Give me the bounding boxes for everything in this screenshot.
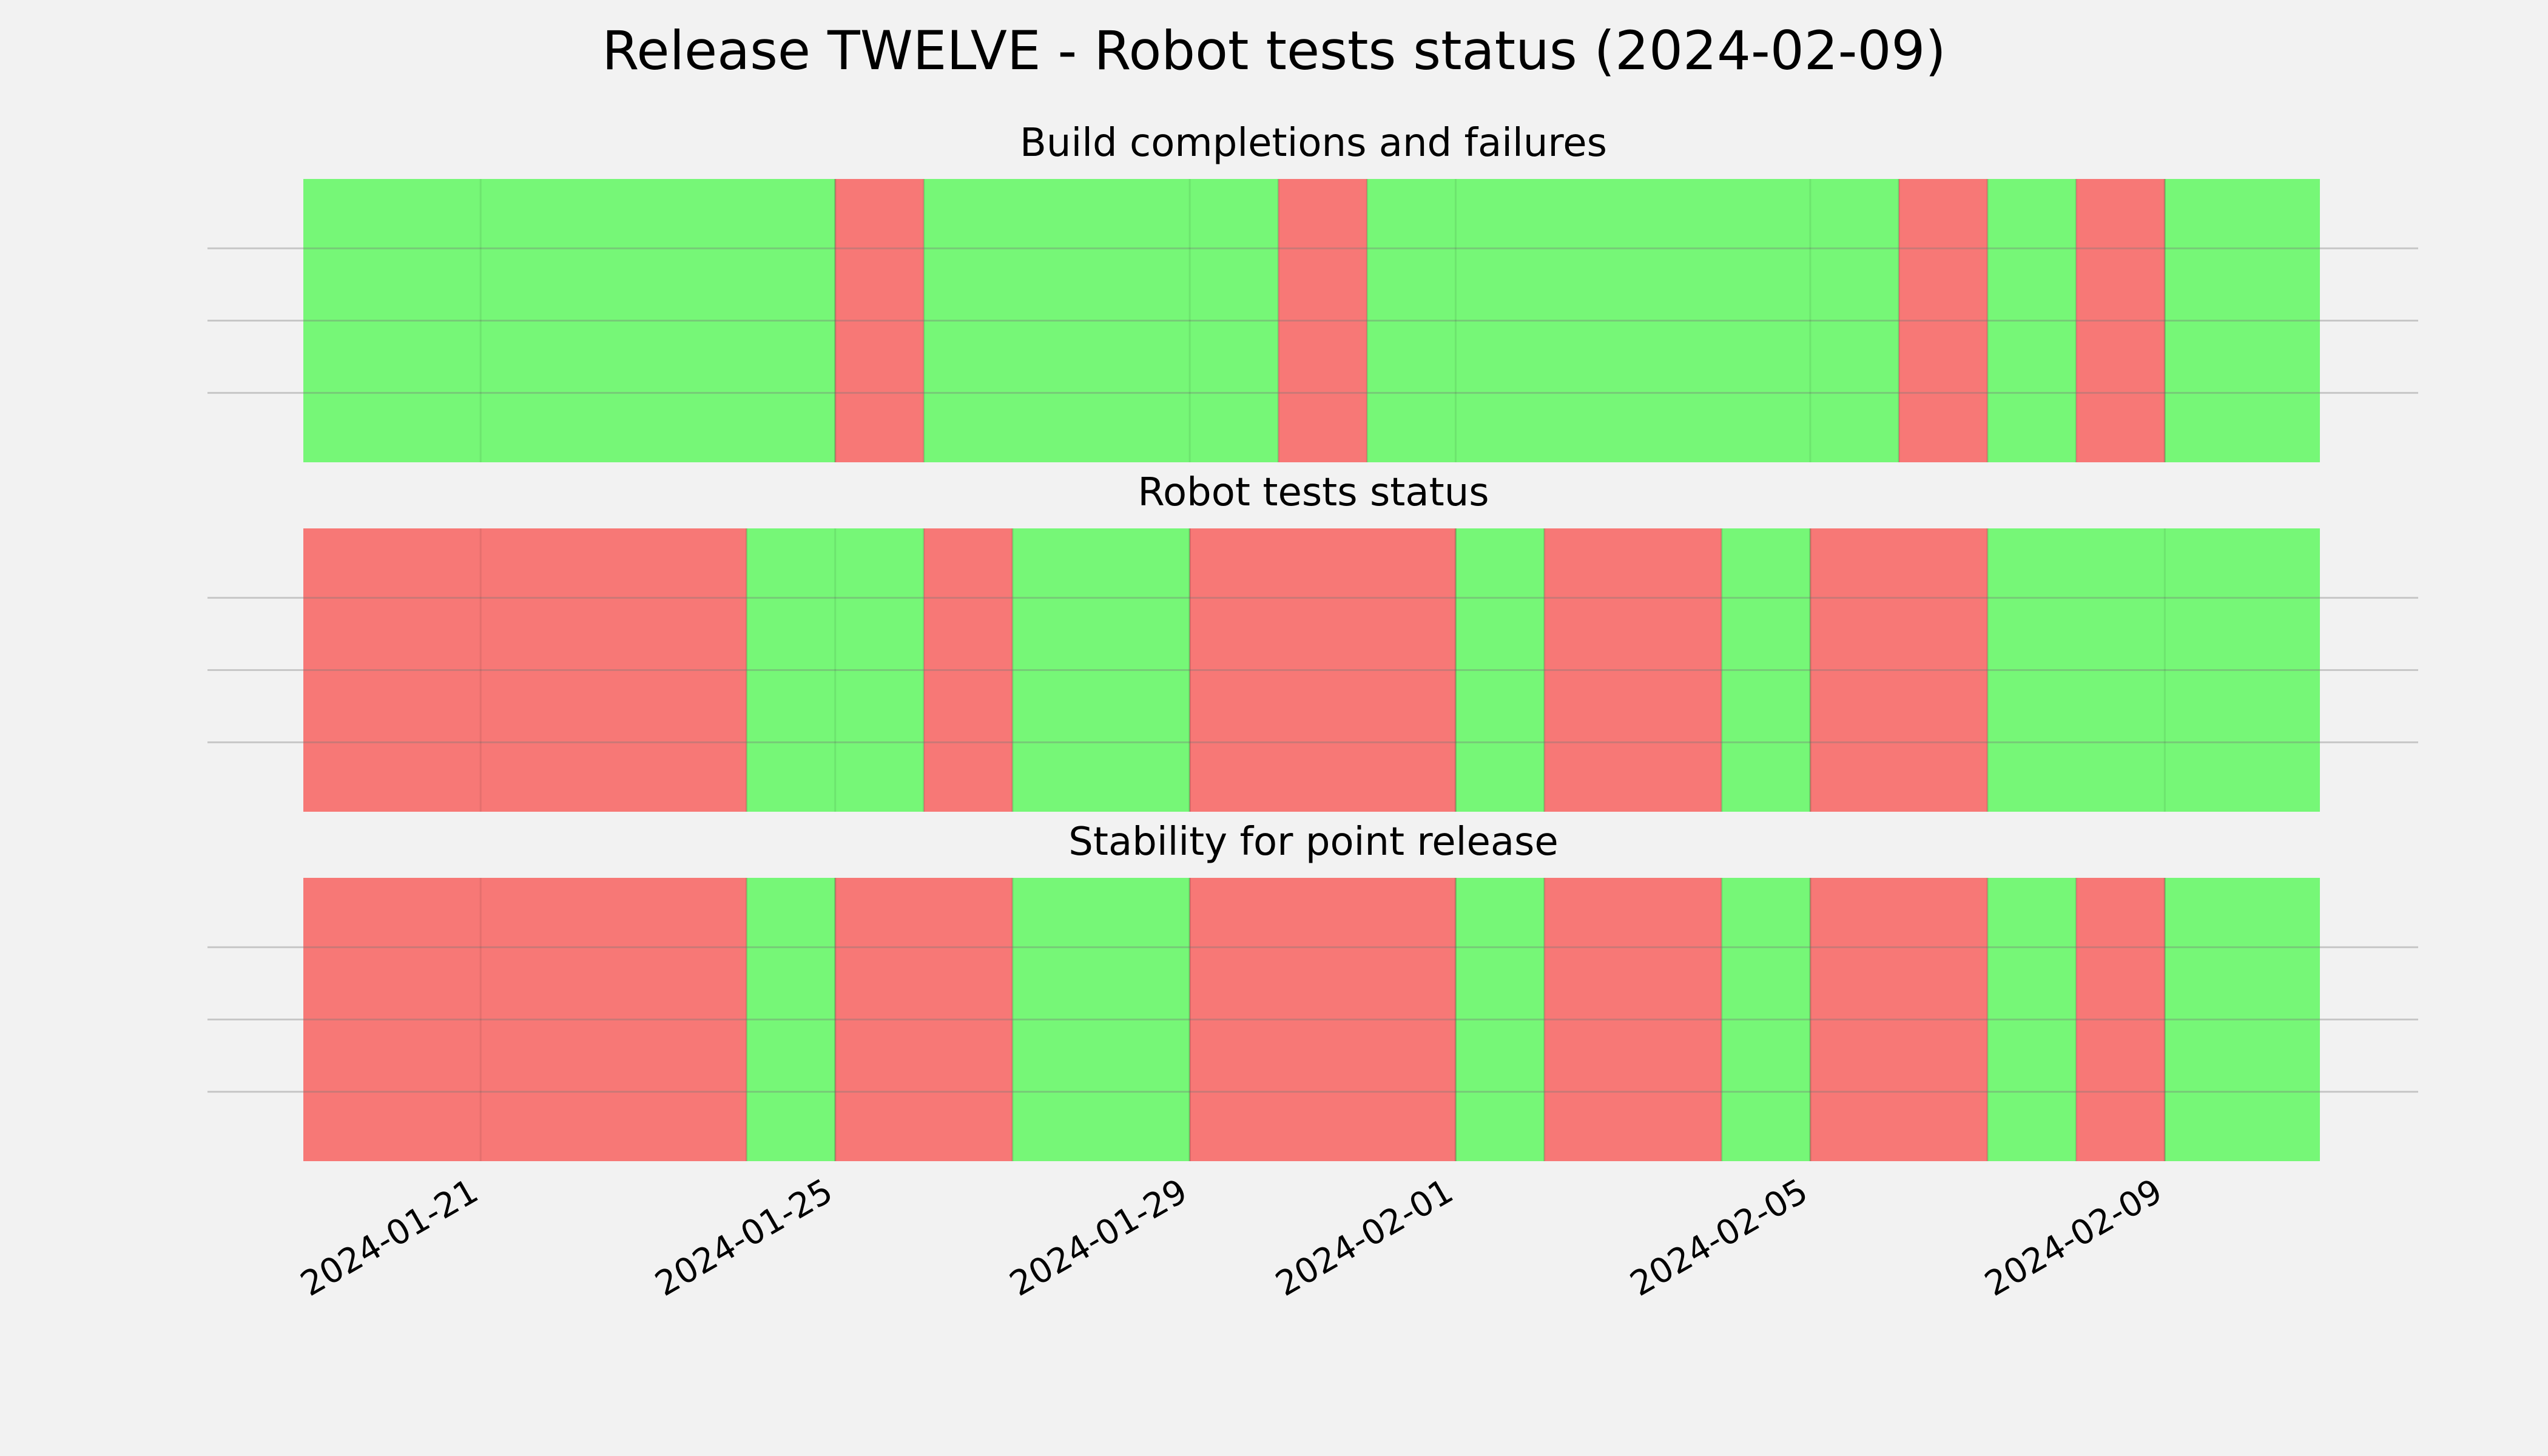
segment-success <box>1455 528 1545 812</box>
segment-success <box>1012 878 1190 1161</box>
panel-3: Stability for point release <box>207 820 2418 1161</box>
segment-success <box>1721 878 1810 1161</box>
segment-failure <box>1898 179 1988 462</box>
segment-failure <box>1810 528 1988 812</box>
segment-failure <box>303 528 747 812</box>
segment-success <box>1721 528 1810 812</box>
panel-title: Build completions and failures <box>1020 121 1607 166</box>
panel-2: Robot tests status <box>207 470 2418 812</box>
panel-1: Build completions and failures <box>207 121 2418 462</box>
segment-success <box>1455 878 1545 1161</box>
segment-failure <box>835 179 924 462</box>
panel-title: Stability for point release <box>1068 820 1559 864</box>
segment-success <box>923 179 1279 462</box>
segment-failure <box>2076 878 2165 1161</box>
panel-title: Robot tests status <box>1138 470 1489 515</box>
segment-failure <box>1544 878 1722 1161</box>
segment-success <box>1987 878 2077 1161</box>
segment-success <box>303 179 835 462</box>
segment-success <box>746 528 924 812</box>
segment-failure <box>1190 878 1456 1161</box>
segment-success <box>1987 528 2320 812</box>
segment-failure <box>303 878 747 1161</box>
segment-failure <box>1544 528 1722 812</box>
segment-success <box>1367 179 1899 462</box>
segment-failure <box>2076 179 2165 462</box>
segment-failure <box>923 528 1013 812</box>
segment-failure <box>1810 878 1988 1161</box>
segment-success <box>1012 528 1190 812</box>
segment-success <box>2165 878 2320 1161</box>
segment-failure <box>1190 528 1456 812</box>
chart-title: Release TWELVE - Robot tests status (202… <box>602 19 1946 82</box>
segment-success <box>2165 179 2320 462</box>
segment-success <box>1987 179 2077 462</box>
segment-failure <box>1278 179 1367 462</box>
panels: Build completions and failures Robot test… <box>207 121 2418 1161</box>
segment-failure <box>835 878 1013 1161</box>
segment-success <box>746 878 835 1161</box>
